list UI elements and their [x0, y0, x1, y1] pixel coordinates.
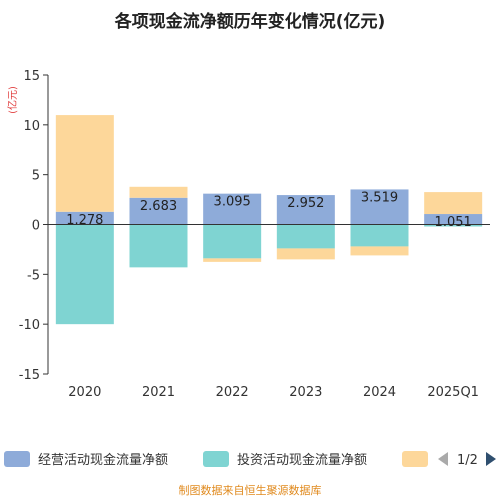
bar-series3-2023	[276, 248, 335, 260]
bar-series2-2021	[129, 224, 188, 268]
bar-series1-2024	[350, 189, 409, 225]
legend-label: 经营活动现金流量净额	[38, 452, 168, 468]
legend: 经营活动现金流量净额 投资活动现金流量净额 1/2	[4, 451, 496, 468]
bar-series1-2025Q1	[424, 214, 483, 225]
data-label-2020: 1.278	[66, 213, 103, 228]
bar-series2-2025Q1	[424, 224, 483, 227]
y-tick-label: -15	[19, 368, 40, 383]
legend-label: 投资活动现金流量净额	[237, 452, 367, 468]
bar-series3-2025Q1	[424, 192, 483, 215]
triangle-left-icon[interactable]	[438, 452, 448, 466]
y-tick-label: 15	[23, 69, 40, 84]
legend-page-indicator: 1/2	[457, 453, 478, 468]
x-tick-label-2024: 2024	[363, 385, 396, 400]
bar-series1-2021	[129, 197, 188, 225]
y-tick-label: 5	[32, 169, 40, 184]
legend-item-2[interactable]: 投资活动现金流量净额	[203, 451, 367, 468]
data-label-2023: 2.952	[287, 196, 324, 211]
y-unit-label: (亿元)	[6, 86, 19, 114]
x-tick-label-2022: 2022	[216, 385, 249, 400]
legend-swatch	[4, 451, 30, 467]
y-tick-label: -5	[27, 268, 40, 283]
legend-swatch	[203, 451, 229, 467]
bar-series1-2023	[276, 195, 335, 225]
legend-swatch	[402, 451, 428, 467]
data-label-2024: 3.519	[361, 190, 398, 205]
bar-series1-2022	[203, 193, 262, 225]
legend-item-3[interactable]	[402, 451, 428, 467]
data-label-2021: 2.683	[140, 199, 177, 214]
axes-group: 15 10 5 0 -5 -10 -15 2020 2021 2022 2023 2024 2025Q1	[19, 69, 490, 400]
bar-series3-2022	[203, 258, 262, 262]
legend-item-1[interactable]: 经营活动现金流量净额	[4, 451, 168, 468]
x-tick-label-2020: 2020	[68, 385, 101, 400]
x-tick-label-2023: 2023	[289, 385, 322, 400]
bar-series2-2020	[55, 224, 114, 325]
data-labels-group: 1.278 2.683 3.095 2.952 3.519 1.051	[66, 190, 472, 230]
y-tick-label: 0	[32, 219, 40, 234]
y-tick-label: 10	[23, 119, 40, 134]
chart-title: 各项现金流净额历年变化情况(亿元)	[114, 11, 386, 32]
y-tick-label: -10	[19, 318, 40, 333]
source-note: 制图数据来自恒生聚源数据库	[179, 483, 322, 497]
x-tick-label-2021: 2021	[142, 385, 175, 400]
bar-series3-2024	[350, 246, 409, 256]
bar-series2-2023	[276, 224, 335, 249]
data-label-2025Q1: 1.051	[435, 215, 472, 230]
bar-series1-2020	[55, 211, 114, 225]
bars-group	[55, 115, 483, 325]
triangle-right-icon[interactable]	[486, 452, 496, 466]
bar-series2-2024	[350, 224, 409, 247]
bar-series3-2020	[55, 115, 114, 212]
x-tick-label-2025Q1: 2025Q1	[427, 385, 479, 400]
bar-series2-2022	[203, 224, 262, 259]
data-label-2022: 3.095	[214, 195, 251, 210]
bar-series3-2021	[129, 186, 188, 198]
